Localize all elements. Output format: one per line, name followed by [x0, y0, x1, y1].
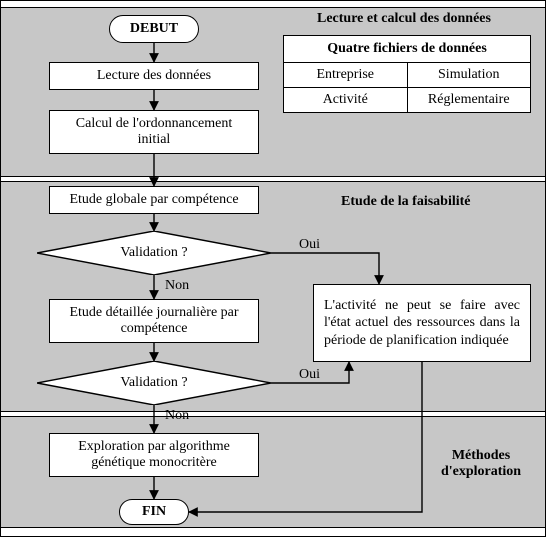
node-global: Etude globale par compétence [49, 186, 259, 214]
edge-label-v2-non: Non [165, 408, 189, 424]
table-row: Activité Réglementaire [284, 87, 530, 112]
edge-label-v1-non: Non [165, 278, 189, 294]
files-cell-reglementaire: Réglementaire [407, 88, 531, 112]
node-validation-1-label: Validation ? [37, 231, 271, 275]
node-read: Lecture des données [49, 62, 259, 90]
node-validation-2-label: Validation ? [37, 361, 271, 405]
files-cell-activite: Activité [284, 88, 407, 112]
section-title-top: Lecture et calcul des données [317, 11, 491, 27]
node-end: FIN [119, 499, 189, 525]
edge-label-v2-oui: Oui [299, 367, 320, 383]
files-cell-entreprise: Entreprise [284, 63, 407, 87]
flowchart-canvas: Lecture et calcul des données Etude de l… [0, 0, 546, 537]
node-calc: Calcul de l'ordonnancement initial [49, 110, 259, 154]
node-explore: Exploration par algorithme génétique mon… [49, 433, 259, 477]
node-validation-1: Validation ? [37, 231, 271, 275]
files-table: Quatre fichiers de données Entreprise Si… [283, 35, 531, 113]
node-validation-2: Validation ? [37, 361, 271, 405]
node-detail: Etude détaillée journalière par compéten… [49, 299, 259, 343]
section-title-bot: Méthodes d'exploration [431, 448, 531, 480]
section-title-mid: Etude de la faisabilité [341, 194, 471, 210]
node-message: L'activité ne peut se faire avec l'état … [313, 284, 531, 362]
table-row: Entreprise Simulation [284, 63, 530, 87]
node-start: DEBUT [109, 15, 199, 43]
files-cell-simulation: Simulation [407, 63, 531, 87]
files-table-header: Quatre fichiers de données [284, 36, 530, 63]
edge-label-v1-oui: Oui [299, 237, 320, 253]
